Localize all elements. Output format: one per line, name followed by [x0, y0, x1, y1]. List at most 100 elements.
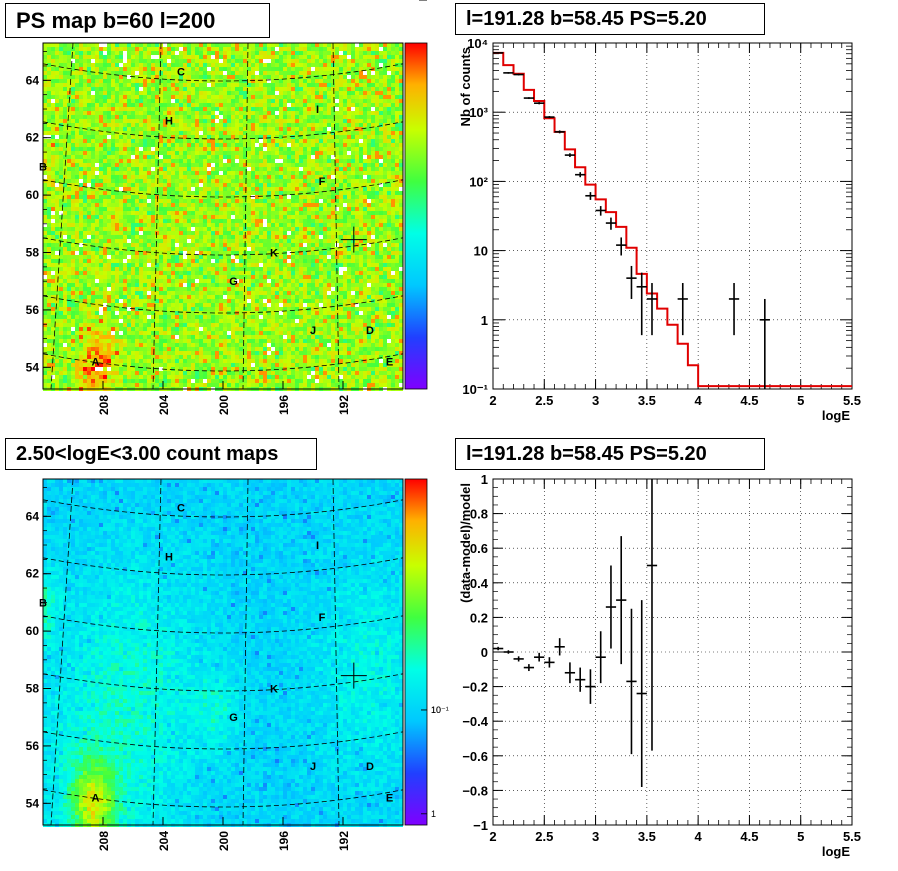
map-pixel: [187, 43, 191, 47]
map-pixel: [183, 255, 187, 259]
map-pixel: [151, 131, 155, 135]
map-pixel: [359, 255, 363, 259]
map-pixel: [311, 63, 315, 67]
map-pixel: [263, 155, 267, 159]
map-pixel: [75, 235, 79, 239]
map-pixel: [143, 91, 147, 95]
map-pixel: [239, 55, 243, 59]
map-pixel: [251, 147, 255, 151]
map-pixel: [83, 47, 87, 51]
map-pixel: [255, 43, 259, 47]
map-pixel: [127, 159, 131, 163]
map-pixel: [327, 247, 331, 251]
map-pixel: [119, 147, 123, 151]
map-pixel: [187, 239, 191, 243]
map-pixel: [391, 143, 395, 147]
map-pixel: [303, 79, 307, 83]
map-pixel: [379, 131, 383, 135]
map-pixel: [327, 211, 331, 215]
map-pixel: [159, 135, 163, 139]
map-pixel: [303, 83, 307, 87]
map-pixel: [315, 255, 319, 259]
map-pixel: [223, 263, 227, 267]
map-pixel: [387, 127, 391, 131]
map-pixel: [243, 199, 247, 203]
map-pixel: [283, 191, 287, 195]
map-pixel: [271, 51, 275, 55]
map-pixel: [211, 119, 215, 123]
map-pixel: [219, 175, 223, 179]
map-pixel: [303, 167, 307, 171]
map-pixel: [119, 207, 123, 211]
map-pixel: [251, 235, 255, 239]
map-pixel: [131, 183, 135, 187]
map-pixel: [139, 259, 143, 263]
map-pixel: [267, 159, 271, 163]
map-pixel: [83, 211, 87, 215]
map-pixel: [155, 63, 159, 67]
map-pixel: [75, 223, 79, 227]
map-pixel: [231, 251, 235, 255]
map-pixel: [331, 163, 335, 167]
map-pixel: [187, 95, 191, 99]
map-pixel: [271, 139, 275, 143]
map-pixel: [191, 95, 195, 99]
map-pixel: [235, 179, 239, 183]
map-pixel: [87, 191, 91, 195]
map-pixel: [91, 155, 95, 159]
map-pixel: [211, 219, 215, 223]
map-pixel: [255, 247, 259, 251]
map-pixel: [159, 155, 163, 159]
map-pixel: [267, 215, 271, 219]
map-pixel: [179, 83, 183, 87]
map-pixel: [275, 119, 279, 123]
map-pixel: [103, 47, 107, 51]
map-pixel: [387, 223, 391, 227]
map-pixel: [323, 63, 327, 67]
map-pixel: [235, 203, 239, 207]
map-pixel: [235, 131, 239, 135]
map-pixel: [299, 167, 303, 171]
map-pixel: [339, 119, 343, 123]
map-pixel: [175, 131, 179, 135]
map-pixel: [367, 195, 371, 199]
map-pixel: [211, 207, 215, 211]
map-pixel: [131, 103, 135, 107]
map-pixel: [347, 239, 351, 243]
map-pixel: [127, 91, 131, 95]
map-pixel: [283, 131, 287, 135]
map-pixel: [287, 199, 291, 203]
map-pixel: [315, 79, 319, 83]
map-pixel: [111, 59, 115, 63]
map-pixel: [107, 59, 111, 63]
map-pixel: [211, 171, 215, 175]
map-pixel: [327, 223, 331, 227]
map-pixel: [95, 75, 99, 79]
map-pixel: [291, 75, 295, 79]
map-pixel: [239, 151, 243, 155]
map-pixel: [359, 203, 363, 207]
map-pixel: [91, 127, 95, 131]
map-pixel: [255, 255, 259, 259]
map-pixel: [47, 95, 51, 99]
map-pixel: [143, 67, 147, 71]
map-pixel: [107, 175, 111, 179]
map-pixel: [71, 147, 75, 151]
map-pixel: [323, 207, 327, 211]
map-pixel: [395, 175, 399, 179]
map-pixel: [83, 63, 87, 67]
map-pixel: [311, 67, 315, 71]
map-pixel: [235, 159, 239, 163]
map-pixel: [347, 119, 351, 123]
map-pixel: [371, 251, 375, 255]
map-pixel: [179, 171, 183, 175]
map-pixel: [335, 247, 339, 251]
map-pixel: [263, 183, 267, 187]
map-pixel: [303, 71, 307, 75]
map-pixel: [195, 119, 199, 123]
map-pixel: [391, 231, 395, 235]
map-pixel: [219, 123, 223, 127]
map-pixel: [107, 131, 111, 135]
map-pixel: [371, 259, 375, 263]
map-pixel: [307, 251, 311, 255]
